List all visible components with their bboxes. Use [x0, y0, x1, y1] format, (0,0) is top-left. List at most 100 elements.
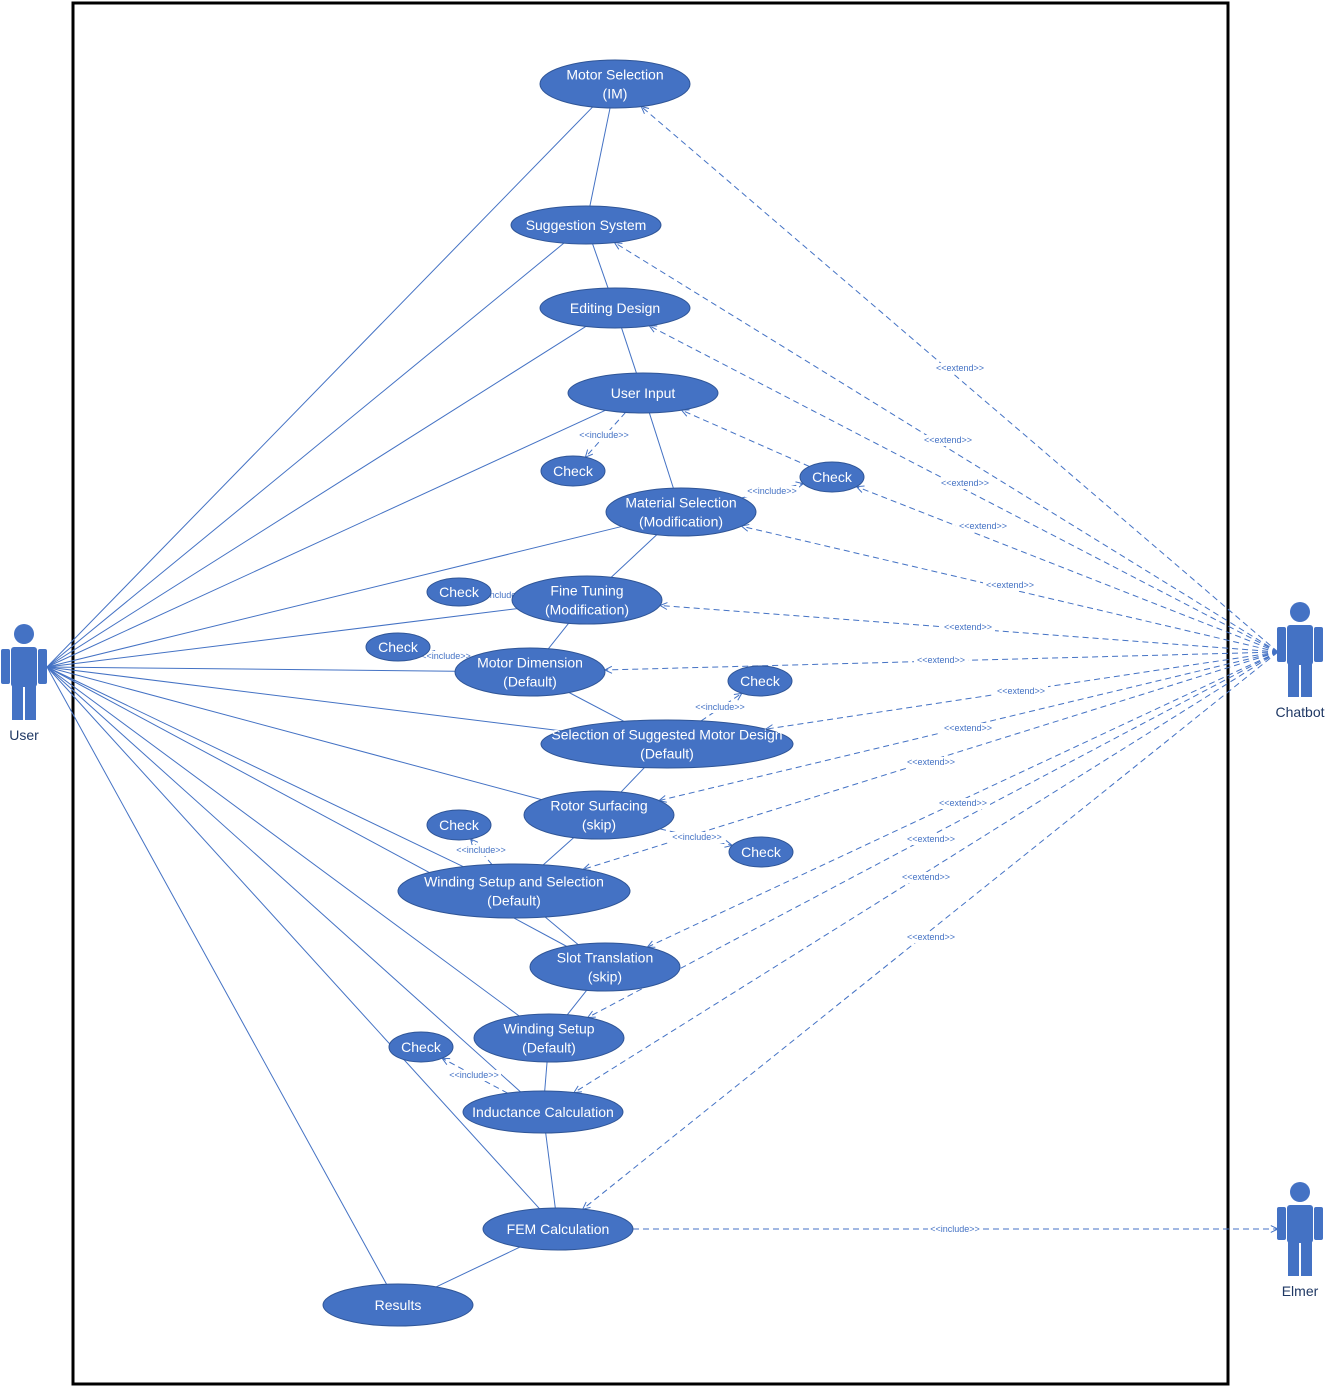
- use-case-label: Inductance Calculation: [472, 1104, 614, 1120]
- use-case-label: Results: [375, 1297, 422, 1313]
- user-association-line: [46, 526, 622, 668]
- elmer-actor[interactable]: Elmer: [1277, 1182, 1323, 1299]
- use-case-rotor-surfacing[interactable]: Rotor Surfacing (skip): [523, 790, 675, 840]
- use-case-selection-suggested[interactable]: Selection of Suggested Motor Design (Defa…: [540, 719, 794, 769]
- use-case-label: (skip): [588, 969, 622, 985]
- use-case-check-4[interactable]: Check: [365, 632, 431, 662]
- chatbot-actor-head: [1290, 602, 1310, 622]
- use-case-fem-calculation[interactable]: FEM Calculation: [482, 1207, 634, 1251]
- include-arrow-label-bg: [454, 845, 508, 856]
- user-association-line: [46, 666, 540, 1209]
- extend-arrow-label: <<extend>>: [941, 478, 989, 488]
- include-arrow-label-bg: [693, 702, 747, 713]
- user-actor[interactable]: User: [1, 624, 47, 743]
- use-case-winding-setup-selection[interactable]: Winding Setup and Selection (Default): [397, 863, 631, 919]
- user-actor-left-arm: [1, 649, 10, 684]
- arrowhead: [646, 940, 656, 948]
- flow-connector-line: [610, 534, 658, 578]
- use-case-suggestion-system[interactable]: Suggestion System: [510, 205, 662, 245]
- user-association-line: [46, 666, 562, 732]
- use-case-check-3[interactable]: Check: [426, 577, 492, 607]
- include-arrow-label: <<include>>: [449, 1070, 499, 1080]
- chatbot-actor[interactable]: Chatbot: [1275, 602, 1325, 720]
- user-actor-head: [14, 624, 34, 644]
- flow-connector-line: [544, 1061, 548, 1092]
- use-case-ellipse: [397, 863, 631, 919]
- user-association-line: [46, 666, 521, 1093]
- use-case-inductance-calculation[interactable]: Inductance Calculation: [462, 1090, 624, 1134]
- extend-arrow-line: [681, 409, 810, 467]
- user-actor-right-leg: [25, 686, 36, 720]
- use-case-check-6[interactable]: Check: [426, 809, 492, 841]
- use-case-check-2[interactable]: Check: [799, 461, 865, 493]
- elmer-actor-right-arm: [1314, 1207, 1323, 1240]
- use-case-ellipse: [727, 665, 793, 697]
- use-case-ellipse: [539, 59, 691, 109]
- use-case-motor-dimension[interactable]: Motor Dimension (Default): [454, 647, 606, 697]
- include-arrow-label-bg: [447, 1070, 501, 1081]
- use-case-check-7[interactable]: Check: [728, 836, 794, 868]
- use-case-label: (Default): [503, 674, 557, 690]
- use-case-ellipse: [605, 487, 757, 537]
- extend-arrow-label: <<extend>>: [944, 723, 992, 733]
- user-association-line: [46, 106, 594, 668]
- use-case-winding-setup[interactable]: Winding Setup (Default): [473, 1013, 625, 1063]
- use-case-label: Rotor Surfacing: [550, 798, 647, 814]
- flow-connector-line: [544, 916, 579, 945]
- extend-arrow-label-bg: [904, 834, 958, 845]
- flow-connector-line: [648, 412, 674, 489]
- stereotype-labels-layer: <<extend>> <<extend>> <<extend>> <<extend>>…: [419, 363, 1048, 1235]
- flow-connector-line: [545, 1132, 556, 1209]
- elmer-actor-left-leg: [1288, 1242, 1299, 1276]
- use-case-check-5[interactable]: Check: [727, 665, 793, 697]
- use-cases-layer: Motor Selection (IM) Suggestion System Edit…: [322, 59, 865, 1327]
- user-association-line: [46, 666, 520, 1017]
- use-case-label: Selection of Suggested Motor Design: [551, 727, 782, 743]
- use-case-slot-translation[interactable]: Slot Translation (skip): [529, 942, 681, 992]
- extend-arrow-label: <<extend>>: [959, 521, 1007, 531]
- arrowhead: [613, 241, 623, 250]
- include-arrow-line: [441, 1057, 508, 1094]
- use-case-label: Check: [439, 817, 480, 833]
- extend-arrow-label-bg: [933, 363, 987, 374]
- include-arrow-label: <<include>>: [672, 832, 722, 842]
- chatbot-actor-right-arm: [1314, 627, 1323, 662]
- use-case-label: Motor Selection: [566, 67, 663, 83]
- extend-arrow-label-bg: [938, 478, 992, 489]
- use-case-check-8[interactable]: Check: [388, 1031, 454, 1063]
- extend-arrow-label: <<extend>>: [997, 686, 1045, 696]
- use-case-ellipse: [539, 287, 691, 329]
- use-case-editing-design[interactable]: Editing Design: [539, 287, 691, 329]
- use-case-fine-tuning[interactable]: Fine Tuning (Modification): [511, 575, 663, 625]
- use-case-label: (Default): [522, 1040, 576, 1056]
- include-arrow-label-bg: [419, 651, 473, 662]
- use-case-ellipse: [540, 455, 606, 487]
- use-case-check-1[interactable]: Check: [540, 455, 606, 487]
- flow-connector-line: [435, 1246, 521, 1288]
- extend-arrow-label-bg: [899, 872, 953, 883]
- extend-arrow-line: [582, 651, 1279, 1210]
- use-case-user-input[interactable]: User Input: [567, 372, 719, 414]
- flow-connector-line: [589, 107, 611, 207]
- chatbot-actor-left-leg: [1288, 664, 1299, 697]
- flow-connector-line: [620, 767, 645, 793]
- use-case-material-selection[interactable]: Material Selection (Modification): [605, 487, 757, 537]
- arrowhead: [441, 1057, 451, 1066]
- use-case-ellipse: [567, 372, 719, 414]
- flow-connector-line: [548, 622, 569, 650]
- use-case-label: Suggestion System: [526, 217, 647, 233]
- use-case-results[interactable]: Results: [322, 1283, 474, 1327]
- extend-arrow-label-bg: [956, 521, 1010, 532]
- flow-connector-line: [568, 692, 625, 722]
- use-case-label: Check: [812, 469, 853, 485]
- use-case-label: Check: [741, 844, 782, 860]
- use-case-ellipse: [454, 647, 606, 697]
- extend-arrow-label-bg: [994, 686, 1048, 697]
- arrowhead: [733, 692, 743, 701]
- use-case-motor-selection[interactable]: Motor Selection (IM): [539, 59, 691, 109]
- extend-arrow-label-bg: [983, 580, 1037, 591]
- extend-arrow-label-bg: [921, 435, 975, 446]
- use-case-label: Winding Setup: [503, 1021, 594, 1037]
- use-case-label: Check: [401, 1039, 442, 1055]
